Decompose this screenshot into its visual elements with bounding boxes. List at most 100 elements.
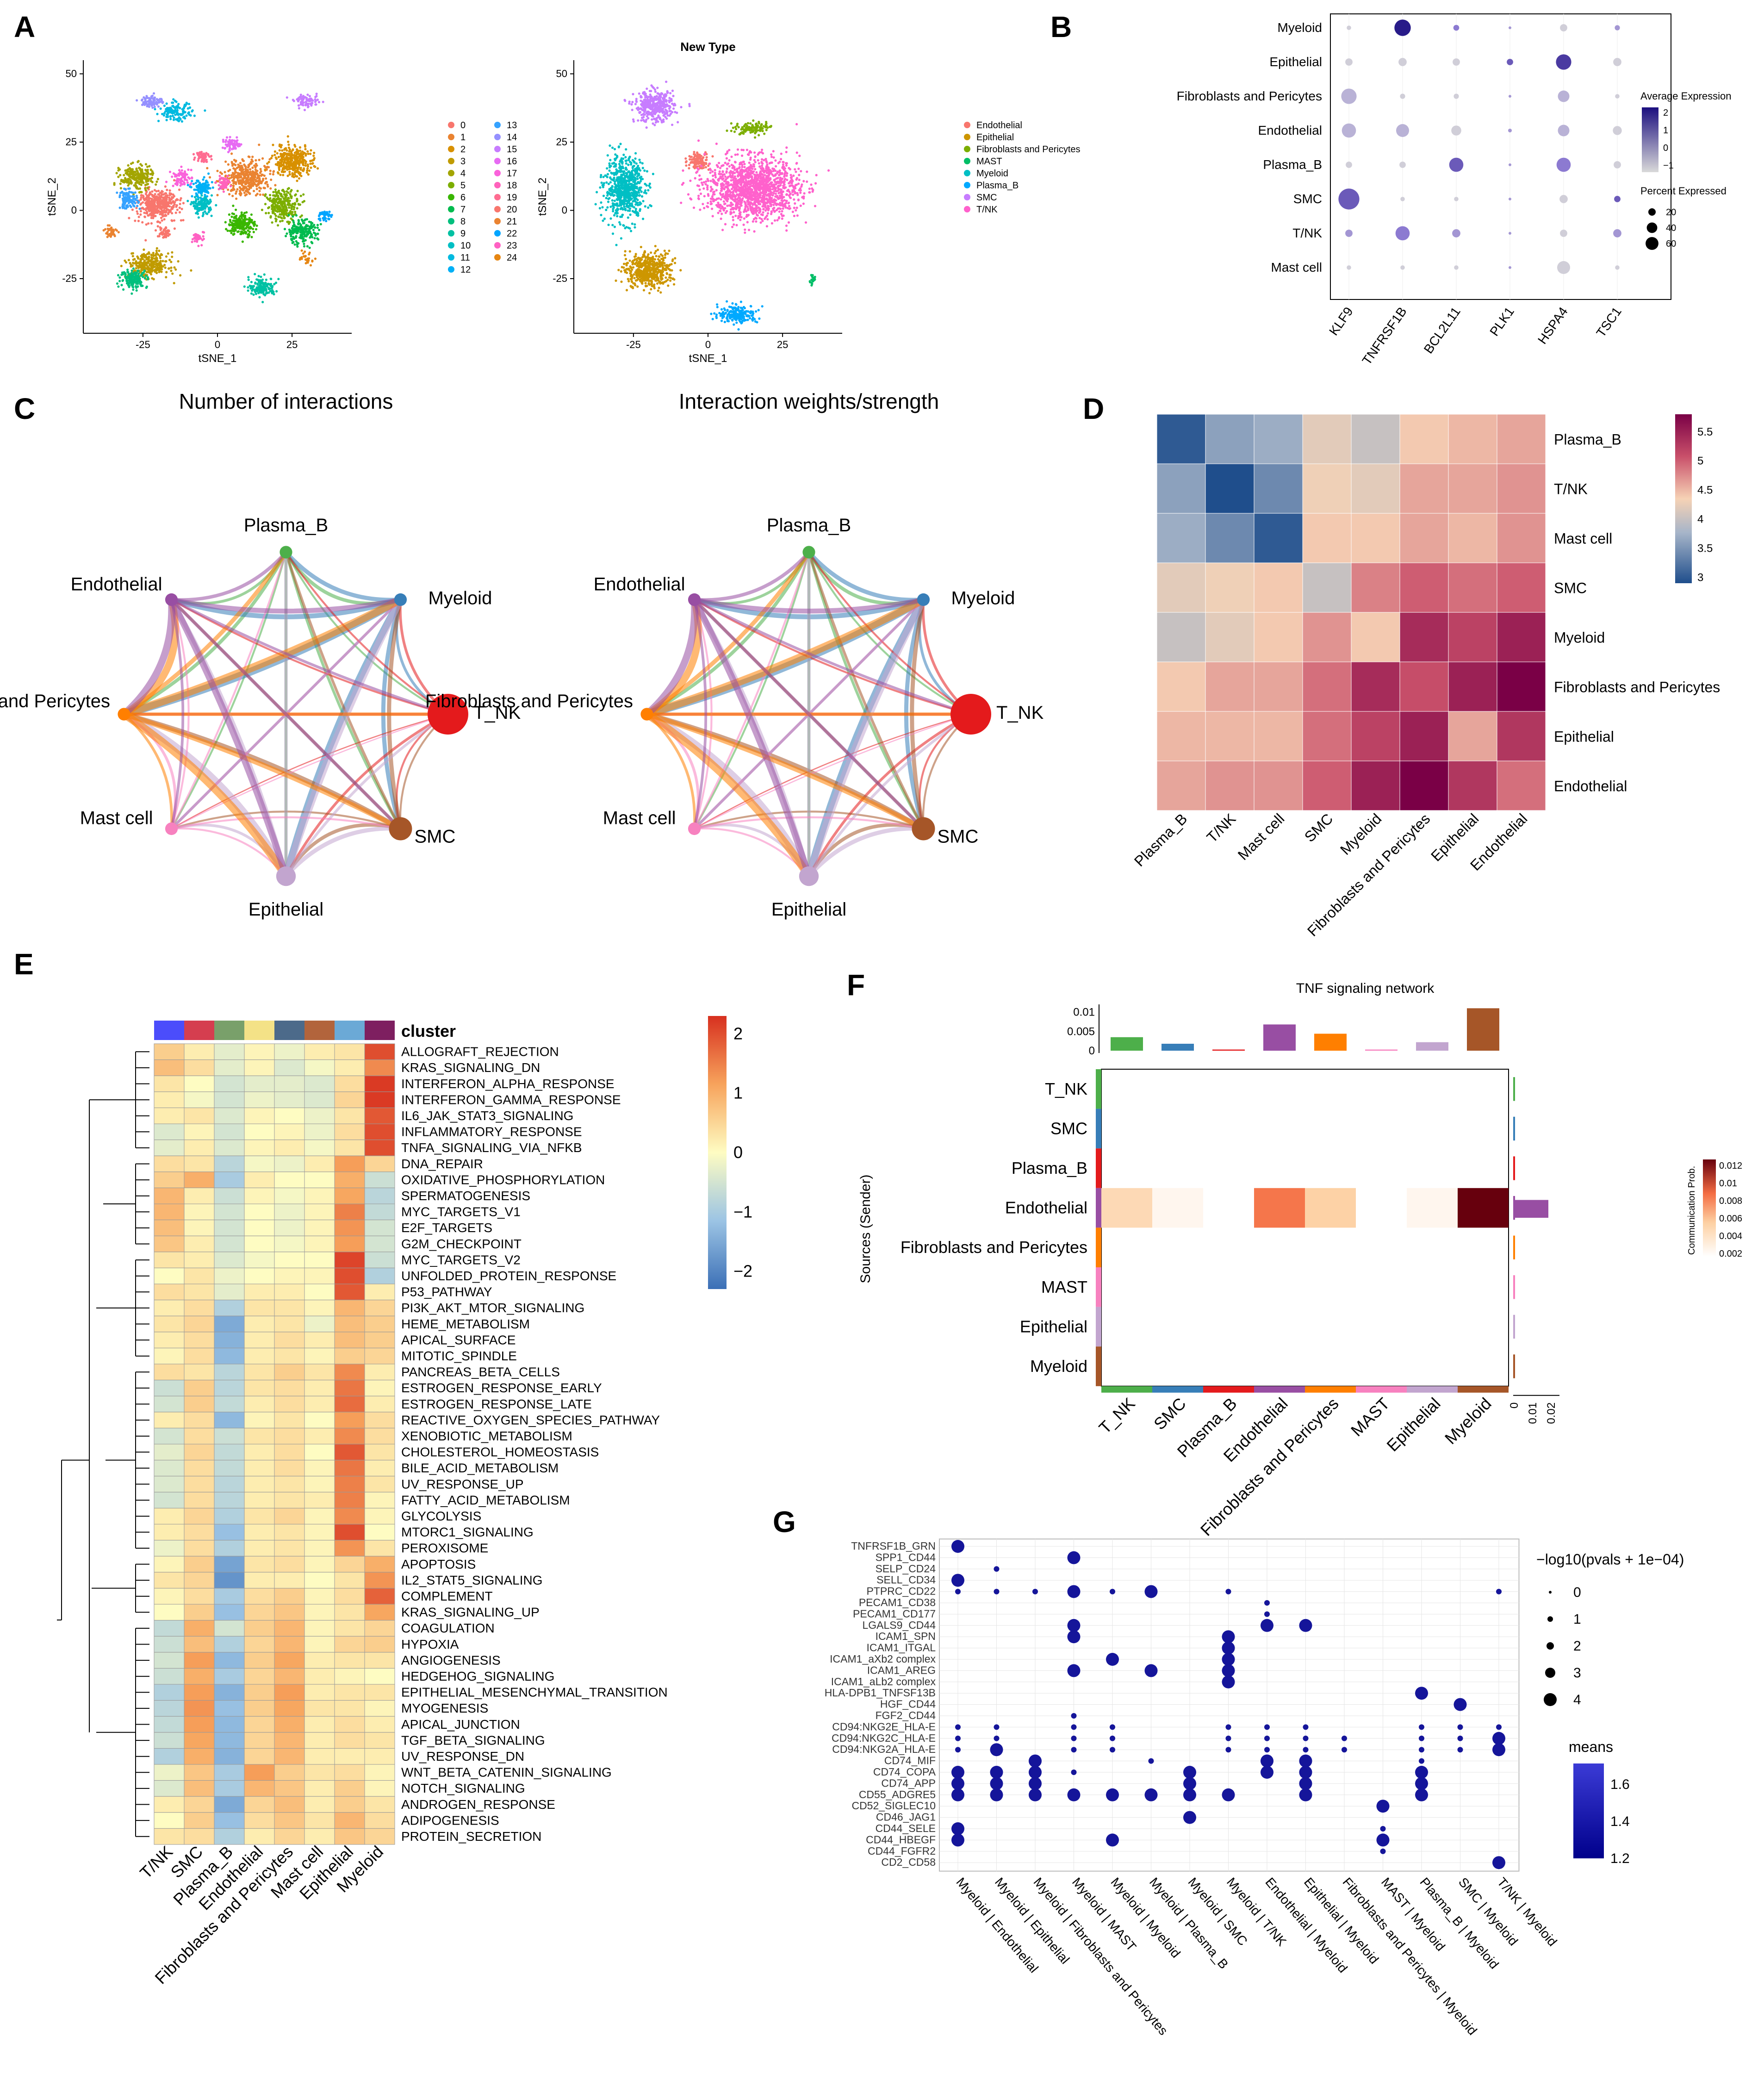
point-1 [269, 169, 272, 172]
point-2 [288, 150, 291, 153]
point-Epithelial [633, 273, 635, 276]
point-2 [311, 159, 313, 162]
point-5 [279, 216, 282, 218]
point-9 [270, 287, 273, 290]
panel-letter-c: C [14, 392, 35, 425]
point-Epithelial [665, 272, 668, 275]
point-3 [120, 265, 123, 268]
point-0 [159, 198, 162, 200]
point-0 [151, 190, 154, 193]
point-Endothelial [696, 156, 699, 159]
point-0 [155, 209, 158, 212]
point-6 [230, 215, 233, 218]
legend-label: 10 [460, 241, 471, 251]
point-7 [303, 219, 306, 222]
point-Epithelial [623, 262, 626, 265]
point-2 [279, 174, 282, 176]
point-Epithelial [666, 266, 669, 269]
point-3 [154, 260, 157, 262]
point-Endothelial [693, 163, 696, 166]
point-Fibroblasts and Pericytes [730, 130, 733, 132]
point-9 [264, 294, 267, 297]
point-9 [269, 284, 272, 287]
point-2 [308, 169, 311, 172]
point-5 [268, 206, 271, 209]
point-Epithelial [638, 257, 640, 260]
point-Epithelial [624, 250, 627, 253]
point-2 [287, 143, 290, 146]
point-13 [134, 191, 137, 194]
point-Epithelial [621, 266, 623, 268]
point-14 [147, 100, 149, 103]
point-2 [292, 166, 294, 169]
point-0 [141, 221, 144, 224]
point-2 [277, 156, 280, 158]
point-13 [122, 204, 125, 207]
point-16 [228, 140, 231, 143]
point-20 [159, 226, 161, 229]
legend-label: 5 [460, 181, 466, 191]
point-2 [287, 140, 290, 143]
point-Endothelial [702, 161, 704, 164]
point-5 [273, 206, 276, 209]
point-Endothelial [707, 164, 710, 167]
point-10 [200, 208, 203, 211]
point-0 [155, 190, 158, 193]
point-4 [145, 169, 148, 172]
point-12 [196, 180, 199, 183]
point-Epithelial [653, 285, 656, 288]
point-Fibroblasts and Pericytes [748, 125, 751, 129]
point-2 [288, 170, 291, 173]
point-0 [164, 210, 167, 212]
point-Epithelial [653, 283, 656, 286]
point-1 [206, 167, 209, 169]
point-7 [296, 228, 298, 231]
point-10 [197, 198, 199, 201]
point-14 [140, 99, 143, 102]
point-11 [175, 113, 178, 116]
point-6 [246, 224, 249, 226]
point-21 [110, 234, 112, 237]
point-7 [300, 218, 303, 221]
point-15 [297, 97, 300, 100]
point-2 [295, 155, 298, 158]
point-2 [278, 168, 281, 171]
point-6 [242, 227, 245, 230]
point-11 [159, 107, 162, 110]
point-Epithelial [632, 287, 634, 289]
point-7 [319, 223, 322, 225]
point-1 [261, 173, 263, 176]
point-Myeloid [625, 162, 627, 165]
legend-key [494, 206, 501, 212]
point-8 [133, 276, 136, 279]
y-tick-label: 50 [66, 68, 77, 80]
point-20 [159, 229, 162, 231]
point-Epithelial [636, 259, 639, 262]
point-8 [140, 285, 143, 287]
point-9 [254, 281, 257, 284]
point-8 [146, 276, 149, 279]
point-5 [302, 193, 305, 196]
point-8 [138, 279, 141, 282]
point-1 [239, 166, 242, 169]
point-2 [291, 172, 294, 174]
point-1 [259, 187, 262, 190]
point-24 [308, 251, 311, 254]
point-4 [135, 173, 138, 175]
point-5 [272, 197, 275, 200]
point-11 [183, 105, 186, 107]
point-0 [154, 193, 156, 196]
point-4 [137, 178, 141, 181]
point-0 [149, 206, 152, 209]
point-12 [195, 192, 198, 195]
point-1 [249, 181, 252, 183]
point-Myeloid [596, 191, 598, 193]
point-5 [296, 190, 299, 193]
legend-key [494, 254, 501, 261]
point-Epithelial [654, 245, 657, 248]
point-Fibroblasts and Pericytes [736, 123, 739, 125]
point-1 [224, 175, 227, 178]
point-10 [204, 210, 206, 213]
point-6 [232, 205, 235, 207]
